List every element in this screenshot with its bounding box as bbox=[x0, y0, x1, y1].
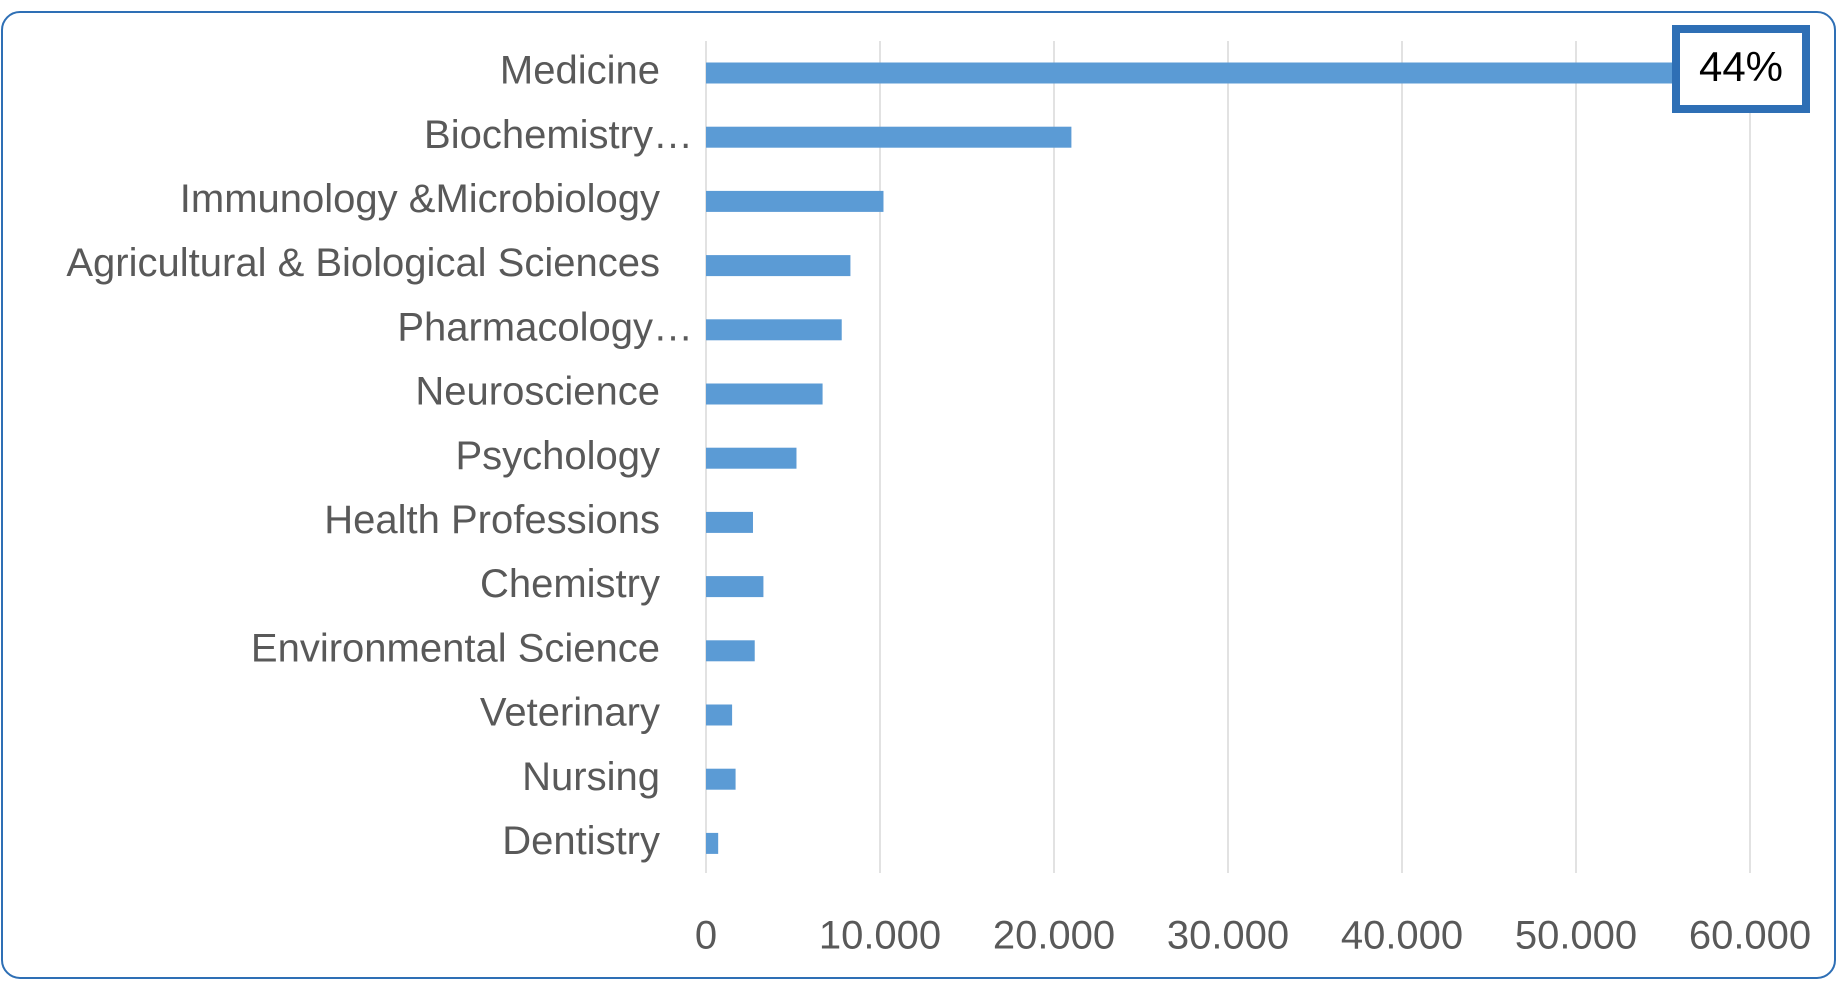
y-tick-label: Chemistry bbox=[480, 562, 660, 606]
y-tick-label: Neuroscience bbox=[415, 370, 660, 414]
y-tick-label: Health Professions bbox=[324, 498, 660, 542]
bar bbox=[706, 383, 823, 405]
y-tick-label: Agricultural & Biological Sciences bbox=[66, 241, 660, 285]
bar bbox=[706, 640, 755, 662]
bar bbox=[706, 255, 851, 277]
labels: 0 10.000 20.000 30.000 40.000 50.000 60.000 Med… bbox=[66, 49, 1811, 958]
y-tick-label: Psychology bbox=[455, 434, 660, 478]
x-tick-label: 20.000 bbox=[993, 914, 1115, 958]
x-tick-label: 10.000 bbox=[819, 914, 941, 958]
x-tick-label: 50.000 bbox=[1515, 914, 1637, 958]
y-tick-label: Biochemistry… bbox=[424, 113, 693, 157]
y-tick-label: Dentistry bbox=[502, 819, 660, 863]
x-tick-label: 40.000 bbox=[1341, 914, 1463, 958]
y-tick-label: Medicine bbox=[500, 49, 660, 93]
bar bbox=[706, 126, 1072, 148]
bar bbox=[706, 511, 753, 533]
bar bbox=[706, 62, 1681, 84]
bar bbox=[706, 576, 764, 598]
y-tick-label: Nursing bbox=[522, 755, 660, 799]
annotation: 44% bbox=[1699, 43, 1783, 90]
y-tick-label: Immunology &Microbiology bbox=[180, 177, 660, 221]
x-tick-label: 60.000 bbox=[1689, 914, 1811, 958]
bar bbox=[706, 447, 797, 469]
x-tick-label: 30.000 bbox=[1167, 914, 1289, 958]
bar bbox=[706, 319, 842, 341]
bar bbox=[706, 704, 733, 726]
y-tick-label: Environmental Science bbox=[251, 626, 660, 670]
bar bbox=[706, 190, 884, 212]
grid bbox=[705, 41, 1751, 873]
bars bbox=[706, 62, 1681, 854]
bar bbox=[706, 768, 736, 790]
x-tick-label: 0 bbox=[695, 914, 717, 958]
y-tick-label: Pharmacology… bbox=[397, 305, 693, 349]
y-tick-label: Veterinary bbox=[480, 691, 660, 735]
bar bbox=[706, 832, 719, 854]
annotation-box bbox=[1672, 25, 1810, 113]
chart-border bbox=[1, 11, 1836, 979]
